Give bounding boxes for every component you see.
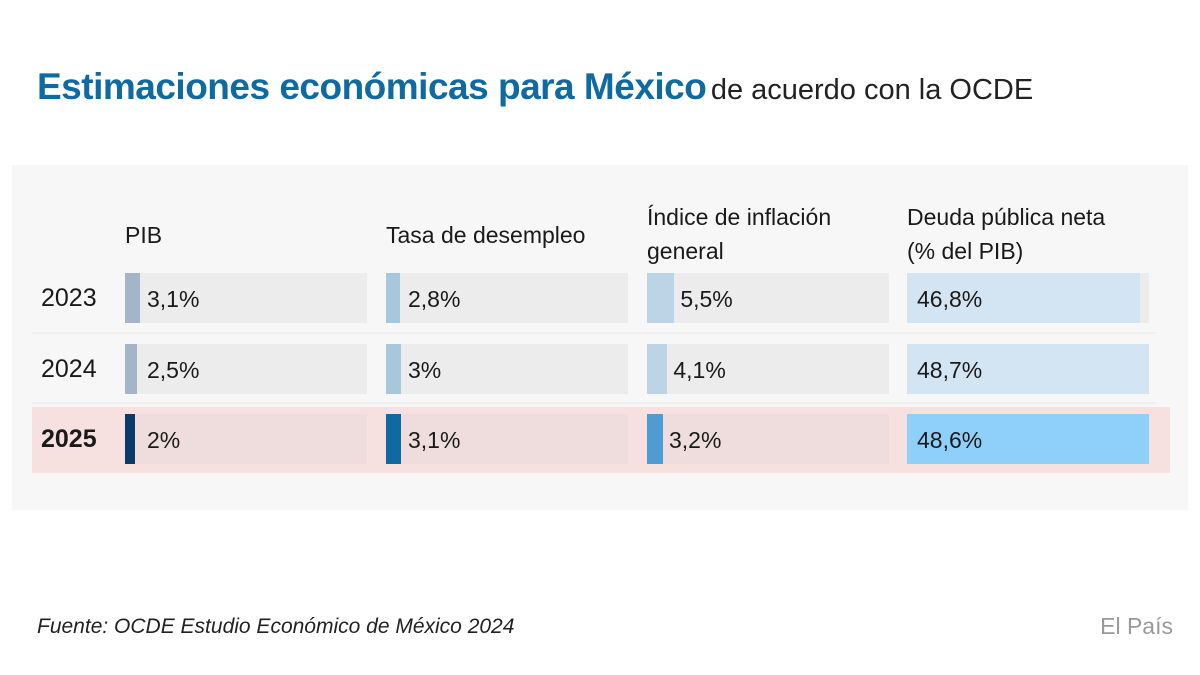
column-header-line: Tasa de desempleo <box>386 222 586 248</box>
data-label: 4,1% <box>673 357 726 383</box>
bar <box>907 273 1140 323</box>
row-year-label: 2024 <box>41 355 97 383</box>
bar-track: 4,1% <box>647 344 889 394</box>
bar-track: 3,2% <box>647 414 889 464</box>
title-sub: de acuerdo con la OCDE <box>710 74 1034 106</box>
bar-track: 46,8% <box>907 273 1149 323</box>
data-label: 3,1% <box>408 427 461 453</box>
data-label: 2,5% <box>147 357 200 383</box>
column-header: Tasa de desempleo <box>386 218 585 252</box>
title-main: Estimaciones económicas para México <box>37 66 707 107</box>
bar-track: 3% <box>386 344 628 394</box>
data-label: 3,1% <box>147 286 200 312</box>
bar <box>125 414 135 464</box>
bar-track: 48,7% <box>907 344 1149 394</box>
bar <box>647 344 668 394</box>
bar-track: 5,5% <box>647 273 889 323</box>
bar <box>386 414 402 464</box>
bar <box>647 273 675 323</box>
row-separator <box>32 332 1156 334</box>
source-note: Fuente: OCDE Estudio Económico de México… <box>37 615 515 638</box>
bar <box>386 344 401 394</box>
brand-logo: El País <box>1100 613 1173 639</box>
bar-track: 3,1% <box>386 414 628 464</box>
bar <box>125 344 138 394</box>
data-label: 2,8% <box>408 286 461 312</box>
bar <box>907 344 1149 394</box>
bar-track: 2,5% <box>125 344 367 394</box>
column-header-line: Índice de inflación <box>647 204 832 230</box>
data-label: 5,5% <box>680 286 733 312</box>
column-header-line: PIB <box>125 222 163 248</box>
data-label: 3% <box>408 357 442 383</box>
bar <box>907 414 1149 464</box>
bar <box>386 273 400 323</box>
bar-track: 2% <box>125 414 367 464</box>
row-year-label: 2025 <box>41 425 97 453</box>
column-header-line: Deuda pública neta <box>907 204 1106 230</box>
column-header-line: (% del PIB) <box>907 238 1024 264</box>
data-label: 46,8% <box>917 286 983 312</box>
row-year-label: 2023 <box>41 284 97 312</box>
data-label: 2% <box>147 427 181 453</box>
data-label: 48,6% <box>917 427 983 453</box>
column-header-line: general <box>647 238 724 264</box>
column-header: Índice de inflación general <box>647 200 831 268</box>
data-label: 48,7% <box>917 357 983 383</box>
bar <box>125 273 141 323</box>
bar-track: 48,6% <box>907 414 1149 464</box>
column-header: PIB <box>125 218 162 252</box>
bar-track: 2,8% <box>386 273 628 323</box>
column-header: Deuda pública neta (% del PIB) <box>907 200 1105 268</box>
row-separator <box>32 402 1156 404</box>
chart-title: Estimaciones económicas para México de a… <box>37 66 1033 108</box>
bar <box>647 414 663 464</box>
bar-track: 3,1% <box>125 273 367 323</box>
data-label: 3,2% <box>669 427 722 453</box>
